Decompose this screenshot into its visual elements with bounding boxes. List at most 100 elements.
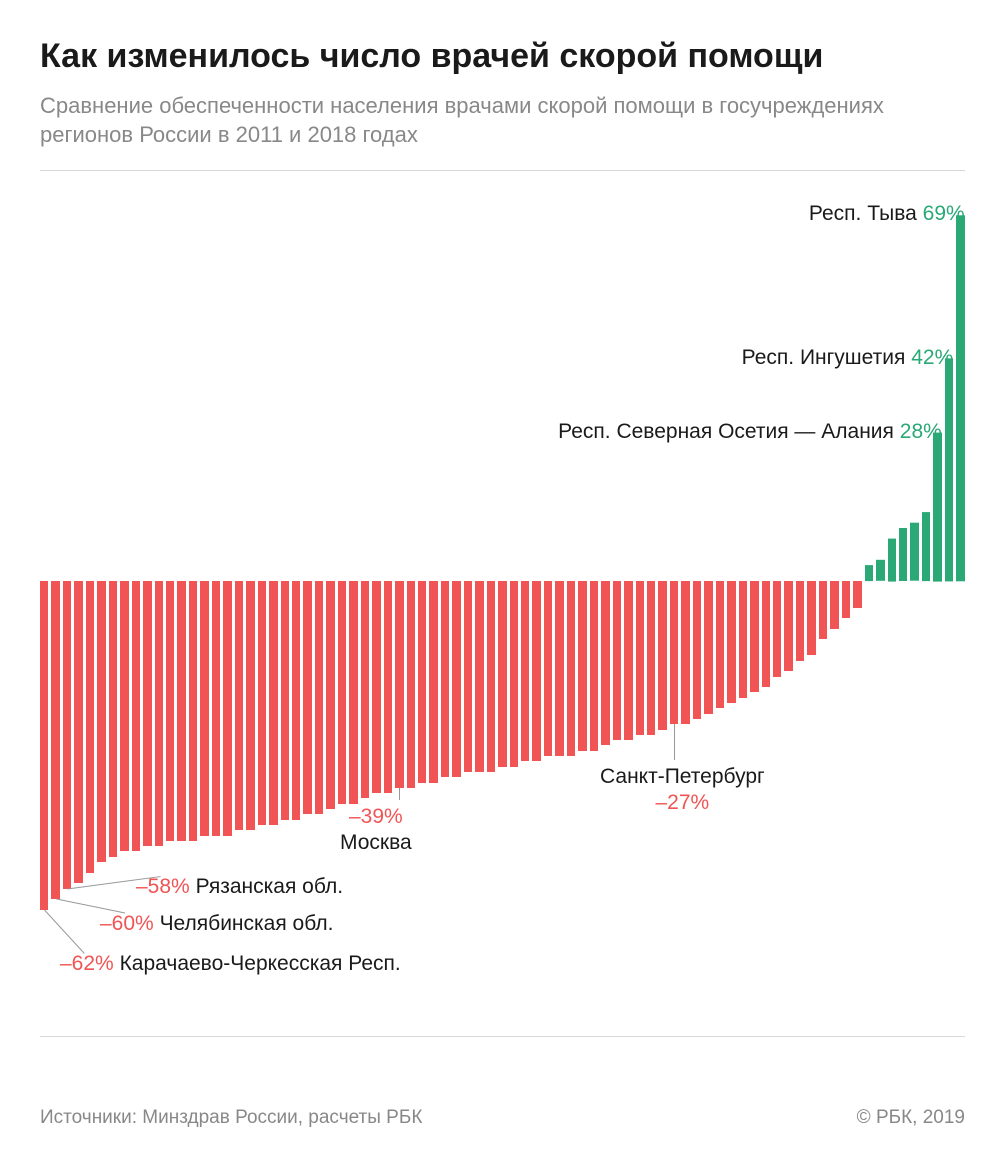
bar bbox=[693, 581, 701, 719]
annotation-value: –60% bbox=[100, 912, 154, 935]
bar bbox=[853, 581, 861, 608]
bar bbox=[63, 581, 71, 888]
annotation-value: 69% bbox=[923, 202, 965, 225]
bar bbox=[739, 581, 747, 698]
bar bbox=[899, 528, 907, 581]
bar bbox=[269, 581, 277, 825]
bar bbox=[475, 581, 483, 772]
annotation-region: Рязанская обл. bbox=[196, 875, 343, 898]
bar bbox=[670, 581, 678, 724]
bar bbox=[281, 581, 289, 820]
bar bbox=[51, 581, 59, 899]
bar bbox=[212, 581, 220, 835]
bar bbox=[865, 565, 873, 581]
annotation: –60% Челябинская обл. bbox=[100, 911, 333, 937]
bar bbox=[567, 581, 575, 756]
bar bbox=[613, 581, 621, 740]
bar bbox=[372, 581, 380, 793]
annotation-region: Москва bbox=[340, 831, 412, 854]
bar bbox=[235, 581, 243, 830]
bar bbox=[704, 581, 712, 714]
bar bbox=[120, 581, 128, 851]
bar bbox=[681, 581, 689, 724]
bar bbox=[647, 581, 655, 735]
bar bbox=[910, 523, 918, 581]
bar bbox=[338, 581, 346, 804]
bar bbox=[933, 433, 941, 581]
annotation-value: –27% bbox=[655, 791, 709, 814]
bar bbox=[773, 581, 781, 676]
leader-line bbox=[674, 724, 675, 760]
annotation-value: –39% bbox=[349, 805, 403, 828]
annotation: Респ. Ингушетия 42% bbox=[742, 345, 954, 371]
bar bbox=[109, 581, 117, 857]
bottom-rule bbox=[40, 1036, 965, 1037]
bar bbox=[155, 581, 163, 846]
bar bbox=[292, 581, 300, 820]
bar bbox=[258, 581, 266, 825]
bar bbox=[555, 581, 563, 756]
bar bbox=[487, 581, 495, 772]
bar bbox=[143, 581, 151, 846]
bar bbox=[624, 581, 632, 740]
bar bbox=[830, 581, 838, 629]
bar bbox=[452, 581, 460, 777]
bar bbox=[876, 560, 884, 581]
annotation-region: Респ. Ингушетия bbox=[742, 346, 906, 369]
bar bbox=[922, 512, 930, 581]
chart-subtitle: Сравнение обеспеченности населения врача… bbox=[40, 91, 965, 150]
annotation: –62% Карачаево-Черкесская Респ. bbox=[60, 951, 401, 977]
copyright-text: © РБК, 2019 bbox=[857, 1107, 965, 1129]
annotation-region: Респ. Северная Осетия — Алания bbox=[558, 420, 894, 443]
bar bbox=[658, 581, 666, 729]
bar bbox=[510, 581, 518, 767]
bar bbox=[395, 581, 403, 788]
annotation-value: 42% bbox=[911, 346, 953, 369]
bar bbox=[532, 581, 540, 761]
bar bbox=[956, 215, 964, 581]
bar bbox=[326, 581, 334, 809]
annotation-region: Респ. Тыва bbox=[809, 202, 917, 225]
annotation: Респ. Северная Осетия — Алания 28% bbox=[558, 419, 942, 445]
annotation: Респ. Тыва 69% bbox=[809, 201, 965, 227]
annotation: –58% Рязанская обл. bbox=[136, 874, 343, 900]
annotation: Санкт-Петербург –27% bbox=[600, 764, 765, 817]
bar bbox=[418, 581, 426, 782]
chart-footer: Источники: Минздрав России, расчеты РБК … bbox=[40, 1107, 965, 1129]
annotation-region: Санкт-Петербург bbox=[600, 765, 765, 788]
annotation-region: Челябинская обл. bbox=[160, 912, 334, 935]
bar bbox=[361, 581, 369, 798]
bar bbox=[74, 581, 82, 883]
bar bbox=[819, 581, 827, 639]
bar bbox=[888, 539, 896, 581]
bar bbox=[544, 581, 552, 756]
annotation: –39% Москва bbox=[340, 804, 412, 857]
bar bbox=[464, 581, 472, 772]
annotation-value: 28% bbox=[900, 420, 942, 443]
bar bbox=[349, 581, 357, 804]
bar bbox=[762, 581, 770, 687]
bar bbox=[601, 581, 609, 745]
bar bbox=[636, 581, 644, 735]
bar bbox=[177, 581, 185, 841]
bar bbox=[784, 581, 792, 671]
bar bbox=[590, 581, 598, 751]
source-text: Источники: Минздрав России, расчеты РБК bbox=[40, 1107, 422, 1129]
bar bbox=[796, 581, 804, 661]
annotation-region: Карачаево-Черкесская Респ. bbox=[120, 952, 401, 975]
bar bbox=[727, 581, 735, 703]
leader-line bbox=[399, 788, 400, 800]
bar bbox=[246, 581, 254, 830]
top-rule bbox=[40, 170, 965, 171]
bar bbox=[200, 581, 208, 835]
chart-area: –62% Карачаево-Черкесская Респ. –60% Челя… bbox=[40, 181, 965, 1036]
bar bbox=[807, 581, 815, 655]
bar bbox=[97, 581, 105, 862]
bar bbox=[223, 581, 231, 835]
bar bbox=[315, 581, 323, 814]
bar bbox=[166, 581, 174, 841]
chart-title: Как изменилось число врачей скорой помощ… bbox=[40, 36, 965, 77]
bar bbox=[189, 581, 197, 841]
bar bbox=[40, 581, 48, 910]
annotation-value: –62% bbox=[60, 952, 114, 975]
